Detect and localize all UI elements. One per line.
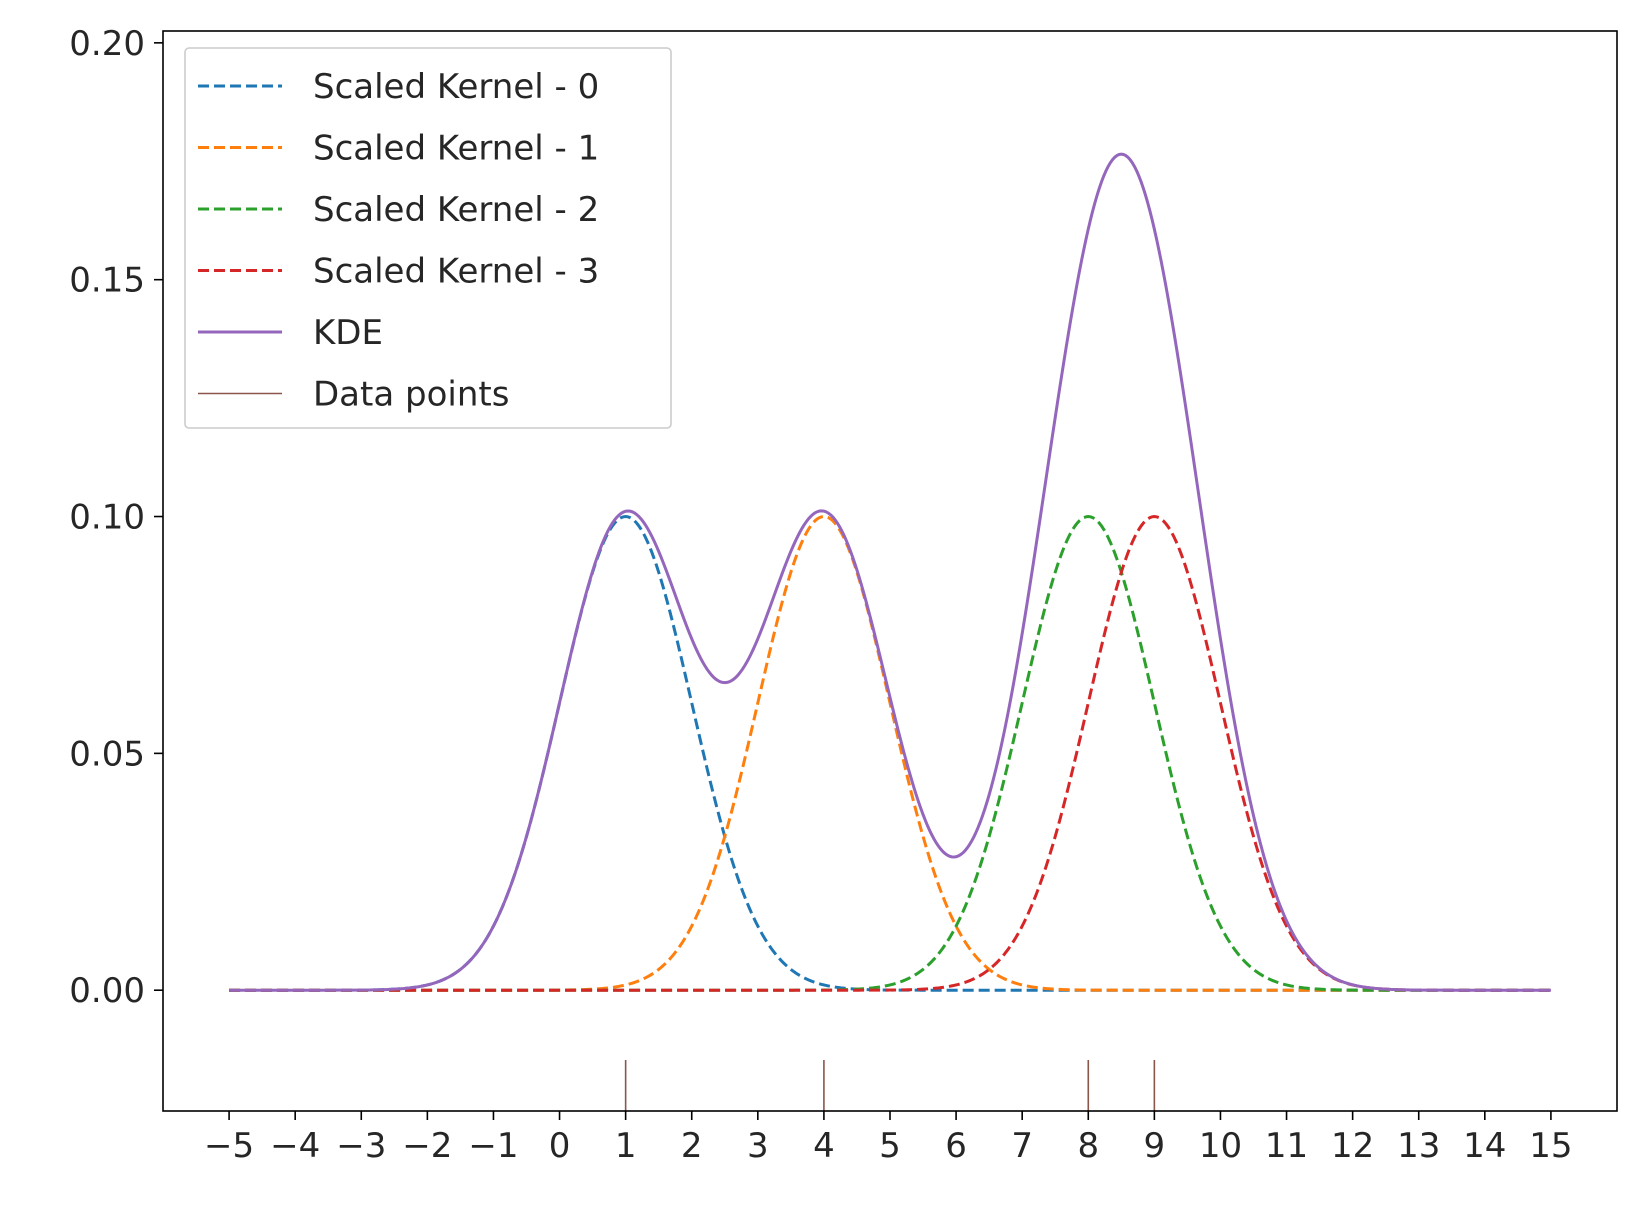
legend-box bbox=[184, 47, 672, 429]
x-tick-label: 3 bbox=[747, 1126, 769, 1166]
x-tick-label: 5 bbox=[879, 1126, 901, 1166]
series-line-scaled-kernel-3 bbox=[229, 515, 1551, 992]
x-tick-label: 13 bbox=[1397, 1126, 1440, 1166]
y-tick-label: 0.15 bbox=[69, 261, 145, 301]
series-layer bbox=[229, 152, 1551, 992]
y-tick-label: 0.20 bbox=[69, 24, 145, 64]
legend-label: KDE bbox=[313, 313, 383, 353]
series-line-scaled-kernel-2 bbox=[229, 515, 1551, 992]
x-tick-label: −1 bbox=[468, 1126, 518, 1166]
series-line-kde bbox=[229, 152, 1551, 992]
legend-label: Scaled Kernel - 1 bbox=[313, 129, 599, 169]
legend-label: Data points bbox=[313, 375, 509, 415]
x-tick-label: 14 bbox=[1463, 1126, 1506, 1166]
legend-label: Scaled Kernel - 2 bbox=[313, 190, 599, 230]
axes: −5 −4 −3 −2 −1 0 1 2 3 4 5 6 7 8 9 10 11 12 13 14 150.000.05… bbox=[69, 24, 1618, 1166]
x-tick-label: 12 bbox=[1331, 1126, 1374, 1166]
x-tick-label: 15 bbox=[1529, 1126, 1572, 1166]
x-tick-label: −3 bbox=[336, 1126, 386, 1166]
series-line-scaled-kernel-0 bbox=[229, 515, 1551, 992]
x-tick-label: 11 bbox=[1265, 1126, 1308, 1166]
data-points-rug bbox=[624, 1060, 1156, 1111]
legend: Scaled Kernel - 0 Scaled Kernel - 1 Scaled… bbox=[184, 47, 672, 429]
x-tick-label: 9 bbox=[1144, 1126, 1166, 1166]
x-tick-label: 10 bbox=[1199, 1126, 1242, 1166]
x-tick-label: −4 bbox=[270, 1126, 320, 1166]
x-tick-label: 6 bbox=[945, 1126, 967, 1166]
y-tick-label: 0.10 bbox=[69, 498, 145, 538]
x-tick-label: −5 bbox=[204, 1126, 254, 1166]
x-tick-label: 2 bbox=[681, 1126, 703, 1166]
legend-label: Scaled Kernel - 0 bbox=[313, 67, 599, 107]
x-tick-label: −2 bbox=[402, 1126, 452, 1166]
legend-label: Scaled Kernel - 3 bbox=[313, 252, 599, 292]
y-tick-label: 0.05 bbox=[69, 734, 145, 774]
x-tick-label: 4 bbox=[813, 1126, 835, 1166]
x-tick-label: 8 bbox=[1077, 1126, 1099, 1166]
y-tick-label: 0.00 bbox=[69, 971, 145, 1011]
x-tick-label: 0 bbox=[549, 1126, 571, 1166]
x-tick-label: 7 bbox=[1011, 1126, 1033, 1166]
x-tick-label: 1 bbox=[615, 1126, 637, 1166]
series-line-scaled-kernel-1 bbox=[229, 515, 1551, 992]
